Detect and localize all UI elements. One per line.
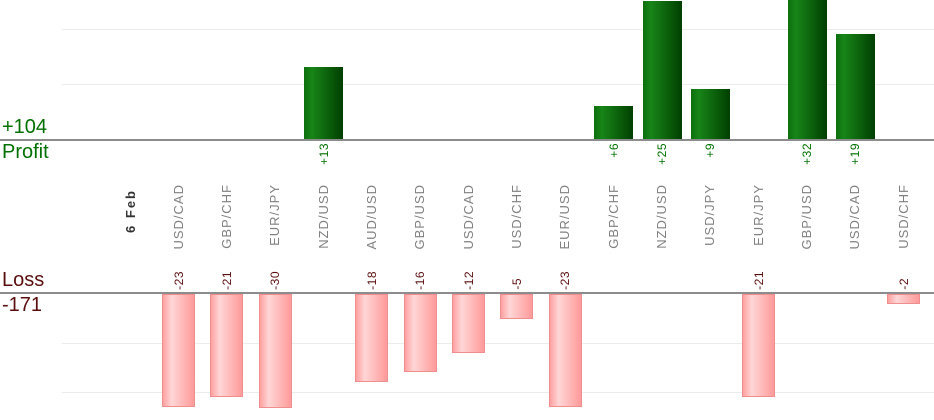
bar-value-label-nzdusd-3: +13 <box>317 143 331 165</box>
loss-bar-usdcad-0 <box>162 294 195 407</box>
gridline <box>62 343 934 344</box>
loss-bar-eurjpy-2 <box>259 294 292 408</box>
gridline <box>62 29 934 30</box>
loss-bar-eurjpy-12 <box>742 294 775 397</box>
profit-bar-nzdusd-3 <box>304 67 343 139</box>
pair-label-eurjpy-2: EUR/JPY <box>267 184 282 246</box>
pair-label-usdcad-0: USD/CAD <box>171 184 186 250</box>
pair-label-usdchf-7: USD/CHF <box>509 184 524 249</box>
loss-bar-usdcad-6 <box>452 294 485 353</box>
loss-total-label: -171 <box>2 294 43 316</box>
bar-value-label-usdcad-14: +19 <box>848 143 862 165</box>
gridline <box>62 392 934 393</box>
pair-label-eurjpy-12: EUR/JPY <box>751 184 766 246</box>
bar-value-label-usdchf-7: -5 <box>510 278 524 290</box>
loss-bar-gbpusd-5 <box>404 294 437 372</box>
pair-label-eurusd-8: EUR/USD <box>557 184 572 250</box>
pair-label-nzdusd-3: NZD/USD <box>316 184 331 249</box>
pair-label-nzdusd-10: NZD/USD <box>654 184 669 249</box>
profit-bar-usdcad-14 <box>836 34 875 139</box>
gridline <box>62 84 934 85</box>
pair-label-usdcad-14: USD/CAD <box>847 184 862 250</box>
bar-value-label-gbpusd-13: +32 <box>800 143 814 165</box>
bar-value-label-gbpchf-9: +6 <box>607 143 621 158</box>
pair-label-gbpchf-9: GBP/CHF <box>606 184 621 249</box>
bar-value-label-audusd-4: -18 <box>365 271 379 290</box>
loss-bar-audusd-4 <box>355 294 388 382</box>
pair-label-usdchf-15: USD/CHF <box>896 184 911 249</box>
profit-total-label: +104 <box>2 116 48 138</box>
bar-value-label-eurjpy-2: -30 <box>268 271 282 290</box>
pair-label-usdcad-6: USD/CAD <box>461 184 476 250</box>
pair-label-gbpchf-1: GBP/CHF <box>219 184 234 249</box>
bar-value-label-usdcad-6: -12 <box>462 271 476 290</box>
loss-bar-usdchf-7 <box>500 294 533 319</box>
loss-axis-label: Loss <box>2 269 45 291</box>
profit-bar-usdjpy-11 <box>691 89 730 139</box>
bar-value-label-usdcad-0: -23 <box>172 271 186 290</box>
loss-bar-eurusd-8 <box>549 294 582 407</box>
pair-label-gbpusd-13: GBP/USD <box>799 184 814 250</box>
bar-value-label-gbpchf-1: -21 <box>220 271 234 290</box>
loss-baseline <box>0 292 934 294</box>
pair-label-gbpusd-5: GBP/USD <box>412 184 427 250</box>
profit-bar-nzdusd-10 <box>643 1 682 139</box>
bar-value-label-eurjpy-12: -21 <box>752 271 766 290</box>
loss-bar-usdchf-15 <box>887 294 920 304</box>
bar-value-label-nzdusd-10: +25 <box>655 143 669 165</box>
profit-bar-gbpchf-9 <box>594 106 633 139</box>
bar-value-label-gbpusd-5: -16 <box>413 271 427 290</box>
loss-bar-gbpchf-1 <box>210 294 243 397</box>
pair-label-audusd-4: AUD/USD <box>364 184 379 250</box>
profit-axis-label: Profit <box>2 141 49 163</box>
profit-bar-gbpusd-13 <box>788 0 827 139</box>
date-label: 6 Feb <box>123 189 138 233</box>
bar-value-label-usdchf-15: -2 <box>897 278 911 290</box>
bar-value-label-eurusd-8: -23 <box>558 271 572 290</box>
bar-value-label-usdjpy-11: +9 <box>703 143 717 158</box>
profit-baseline <box>0 139 934 141</box>
pair-label-usdjpy-11: USD/JPY <box>702 184 717 246</box>
